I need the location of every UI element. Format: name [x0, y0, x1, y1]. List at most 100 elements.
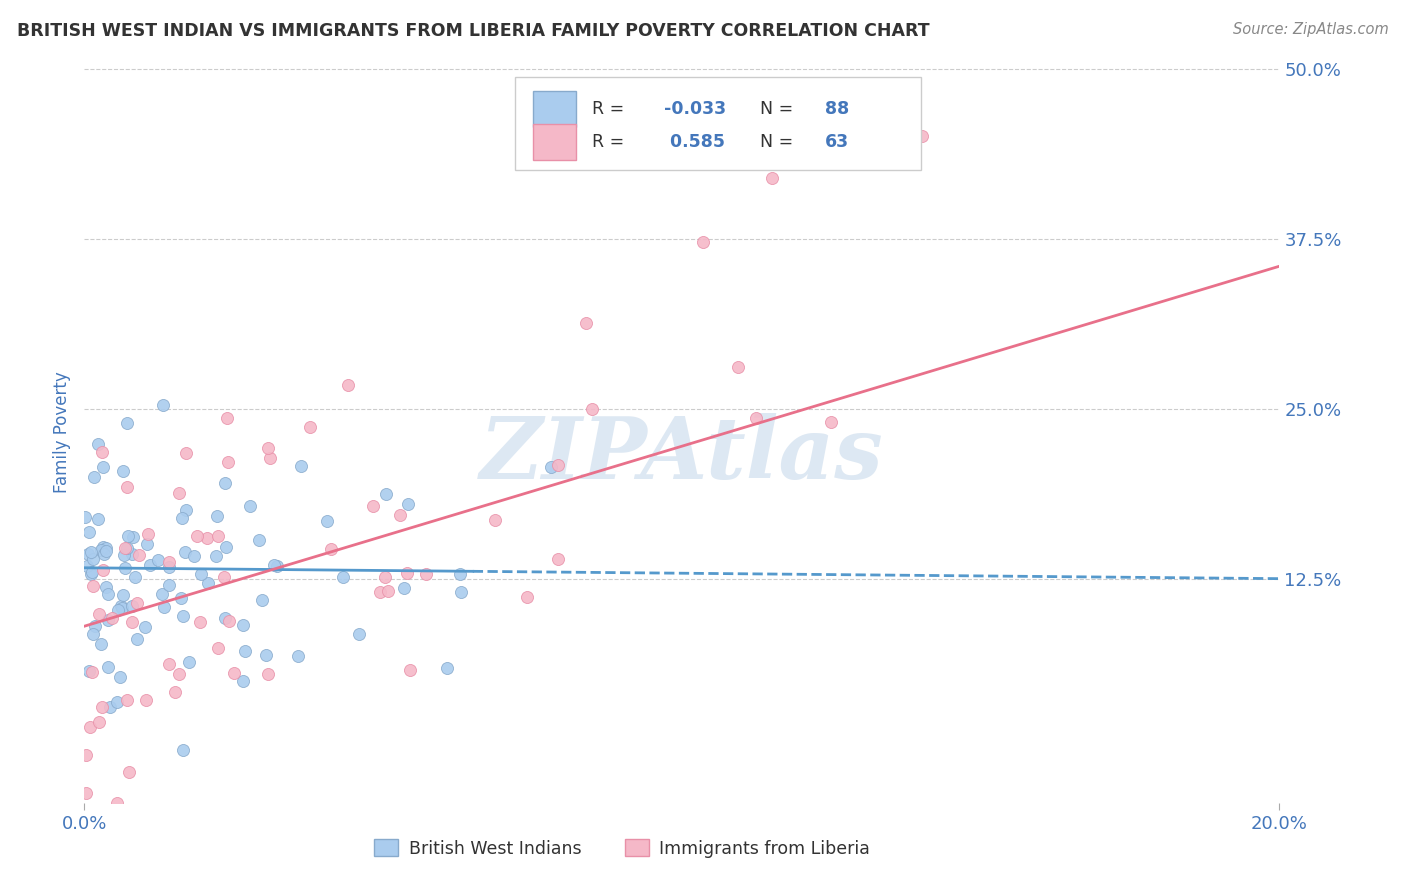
Legend: British West Indians, Immigrants from Liberia: British West Indians, Immigrants from Li…: [367, 832, 877, 864]
Point: [183, 549, 205, 563]
Point: [257, 666, 280, 681]
Point: [82, 579, 104, 593]
Point: [197, 575, 219, 590]
Point: [233, 644, 256, 658]
Point: [727, 360, 749, 375]
Point: [97, 660, 120, 674]
Point: [90, 637, 112, 651]
Point: [80, 565, 103, 579]
Point: [121, 615, 143, 629]
Point: [89, 542, 111, 557]
Point: [172, 511, 194, 525]
Point: [315, 514, 337, 528]
Point: [82, 627, 104, 641]
Point: [157, 657, 180, 671]
Point: [79, 720, 101, 734]
Point: [75, 786, 97, 800]
Point: [377, 584, 399, 599]
Point: [250, 593, 273, 607]
Point: [152, 398, 174, 412]
Point: [87, 714, 110, 729]
Point: [299, 420, 322, 434]
Point: [167, 667, 190, 681]
Point: [388, 508, 411, 522]
Point: [214, 570, 236, 584]
Point: [93, 547, 115, 561]
Point: [97, 587, 120, 601]
Point: [134, 620, 156, 634]
Point: [114, 561, 136, 575]
Point: [547, 458, 569, 473]
Point: [218, 614, 240, 628]
Point: [121, 599, 143, 613]
Point: [172, 743, 194, 757]
Text: R =: R =: [592, 133, 630, 151]
Point: [266, 558, 288, 573]
Point: [179, 655, 201, 669]
Point: [232, 618, 254, 632]
Point: [347, 626, 370, 640]
Point: [450, 585, 472, 599]
Point: [436, 661, 458, 675]
Point: [112, 465, 135, 479]
Point: [745, 411, 768, 425]
Point: [163, 685, 186, 699]
Point: [232, 674, 254, 689]
Point: [96, 544, 118, 558]
Point: [107, 603, 129, 617]
Point: [174, 545, 197, 559]
Point: [110, 599, 132, 613]
Text: -0.033: -0.033: [664, 100, 725, 118]
Point: [396, 566, 419, 581]
Point: [91, 541, 114, 555]
Point: [368, 585, 391, 599]
Point: [91, 700, 114, 714]
Point: [157, 560, 180, 574]
Point: [172, 608, 194, 623]
Text: 0.585: 0.585: [664, 133, 725, 151]
Point: [159, 578, 181, 592]
Point: [247, 533, 270, 547]
Point: [332, 570, 354, 584]
Point: [136, 526, 159, 541]
Point: [363, 499, 385, 513]
Y-axis label: Family Poverty: Family Poverty: [53, 372, 72, 493]
Point: [170, 591, 193, 606]
Point: [190, 615, 212, 629]
Point: [105, 695, 128, 709]
Point: [254, 648, 277, 663]
Point: [127, 632, 149, 647]
Point: [222, 666, 245, 681]
Point: [396, 497, 419, 511]
Point: [259, 450, 281, 465]
Point: [75, 747, 97, 762]
Point: [575, 317, 598, 331]
Point: [86, 512, 108, 526]
Point: [214, 611, 236, 625]
Point: [287, 648, 309, 663]
Point: [79, 524, 101, 539]
Point: [94, 541, 117, 555]
Point: [73, 509, 96, 524]
Point: [80, 567, 103, 582]
Point: [374, 570, 396, 584]
Point: [239, 499, 262, 513]
Point: [415, 567, 437, 582]
Point: [174, 502, 197, 516]
Point: [112, 548, 135, 562]
Point: [91, 445, 114, 459]
Point: [169, 486, 191, 500]
Point: [80, 665, 103, 680]
Point: [115, 480, 138, 494]
Point: [112, 588, 135, 602]
Point: [135, 537, 157, 551]
Point: [484, 513, 506, 527]
Point: [392, 581, 415, 595]
Text: Source: ZipAtlas.com: Source: ZipAtlas.com: [1233, 22, 1389, 37]
Point: [820, 416, 842, 430]
Text: BRITISH WEST INDIAN VS IMMIGRANTS FROM LIBERIA FAMILY POVERTY CORRELATION CHART: BRITISH WEST INDIAN VS IMMIGRANTS FROM L…: [17, 22, 929, 40]
Point: [516, 590, 538, 604]
Point: [125, 596, 148, 610]
Point: [215, 541, 238, 555]
FancyBboxPatch shape: [533, 91, 575, 127]
